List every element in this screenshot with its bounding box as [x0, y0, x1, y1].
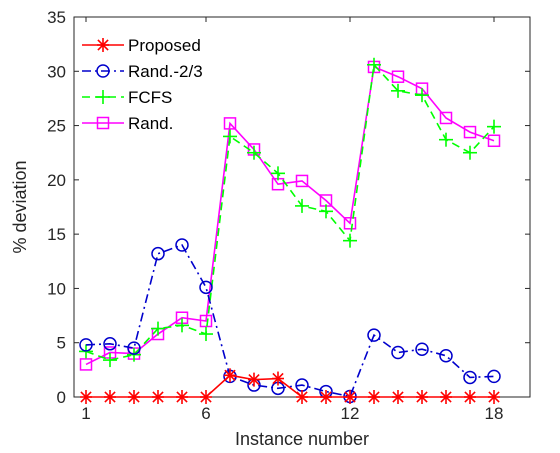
x-tick-label: 1 [81, 404, 90, 423]
x-tick-label: 18 [485, 404, 504, 423]
data-point-proposed [440, 390, 452, 404]
data-point-rand-2-3 [439, 348, 453, 363]
data-point-rand-2-3 [103, 337, 117, 351]
legend-marker-proposed [97, 38, 109, 52]
data-point-proposed [320, 390, 332, 404]
data-point-rand-2-3 [367, 328, 381, 342]
data-point-rand [439, 111, 453, 125]
legend: Proposed Rand.-2/3 FCFS Rand. [82, 36, 203, 133]
data-point-fcfs [415, 88, 429, 103]
data-point-rand-2-3 [151, 246, 165, 261]
data-point-fcfs [295, 198, 309, 213]
data-point-proposed [392, 390, 404, 404]
data-point-rand-2-3 [127, 341, 141, 355]
data-point-proposed [248, 372, 260, 387]
legend-marker-rand-2-3 [96, 64, 110, 78]
data-point-proposed [224, 368, 236, 383]
data-point-proposed [200, 390, 212, 404]
data-point-proposed [368, 390, 380, 404]
data-point-proposed [104, 390, 116, 404]
data-point-rand [199, 314, 213, 328]
legend-marker-rand [96, 116, 110, 130]
data-point-proposed [296, 390, 308, 404]
y-tick-label: 10 [47, 279, 66, 298]
axis-ticks: 1 6 12 18 0 5 10 15 20 25 30 35 [47, 8, 530, 423]
data-point-rand [463, 125, 477, 139]
series-line-rand-2-3 [85, 244, 495, 398]
legend-label-proposed: Proposed [128, 36, 201, 55]
data-point-rand-2-3 [175, 238, 189, 252]
data-point-proposed [488, 390, 500, 404]
data-point-proposed [176, 390, 188, 404]
y-tick-label: 0 [57, 388, 66, 407]
data-point-proposed [80, 390, 92, 404]
data-point-proposed [152, 390, 164, 404]
legend-entry-rand-2-3: Rand.-2/3 [82, 62, 203, 81]
data-point-rand [223, 117, 237, 130]
data-point-rand [79, 358, 93, 371]
data-point-fcfs [391, 83, 405, 98]
data-point-rand-2-3 [487, 369, 501, 384]
data-point-rand [391, 70, 405, 83]
x-tick-label: 12 [341, 404, 360, 423]
data-point-fcfs [367, 57, 381, 72]
data-point-fcfs [199, 327, 213, 342]
series-line-fcfs [85, 62, 495, 361]
legend-entry-rand: Rand. [82, 114, 173, 133]
data-point-proposed [416, 390, 428, 404]
data-point-fcfs [223, 129, 237, 144]
data-point-proposed [344, 390, 356, 404]
legend-marker-fcfs [96, 90, 110, 104]
legend-entry-fcfs: FCFS [82, 88, 172, 107]
data-point-rand-2-3 [463, 370, 477, 385]
data-point-fcfs [319, 204, 333, 219]
y-tick-label: 5 [57, 334, 66, 353]
data-point-fcfs [103, 353, 117, 368]
series-layer [79, 57, 501, 404]
data-point-proposed [128, 390, 140, 404]
legend-label-rand-2-3: Rand.-2/3 [128, 62, 203, 81]
data-point-fcfs [151, 321, 165, 336]
data-point-fcfs [343, 233, 357, 248]
series-proposed [80, 368, 500, 404]
data-point-rand [295, 174, 309, 188]
legend-label-rand: Rand. [128, 114, 173, 133]
data-point-fcfs [439, 132, 453, 147]
data-point-proposed [272, 371, 284, 386]
data-point-fcfs [175, 318, 189, 333]
data-point-fcfs [463, 145, 477, 160]
data-point-fcfs [247, 145, 261, 160]
data-point-proposed [464, 390, 476, 404]
legend-entry-proposed: Proposed [82, 36, 201, 55]
data-point-rand-2-3 [391, 345, 405, 360]
x-tick-label: 6 [201, 404, 210, 423]
data-point-rand [343, 217, 357, 230]
legend-label-fcfs: FCFS [128, 88, 172, 107]
y-tick-label: 35 [47, 8, 66, 27]
data-point-fcfs [271, 166, 285, 181]
x-axis-label: Instance number [235, 429, 369, 449]
data-point-rand [487, 134, 501, 148]
y-axis-label: % deviation [10, 160, 30, 253]
series-rand-2-3 [79, 238, 501, 404]
y-tick-label: 25 [47, 117, 66, 136]
data-point-fcfs [487, 119, 501, 134]
data-point-rand-2-3 [415, 342, 429, 356]
data-point-rand-2-3 [79, 338, 93, 352]
y-tick-label: 30 [47, 62, 66, 81]
y-tick-label: 20 [47, 171, 66, 190]
y-tick-label: 15 [47, 225, 66, 244]
data-point-rand-2-3 [199, 280, 213, 295]
